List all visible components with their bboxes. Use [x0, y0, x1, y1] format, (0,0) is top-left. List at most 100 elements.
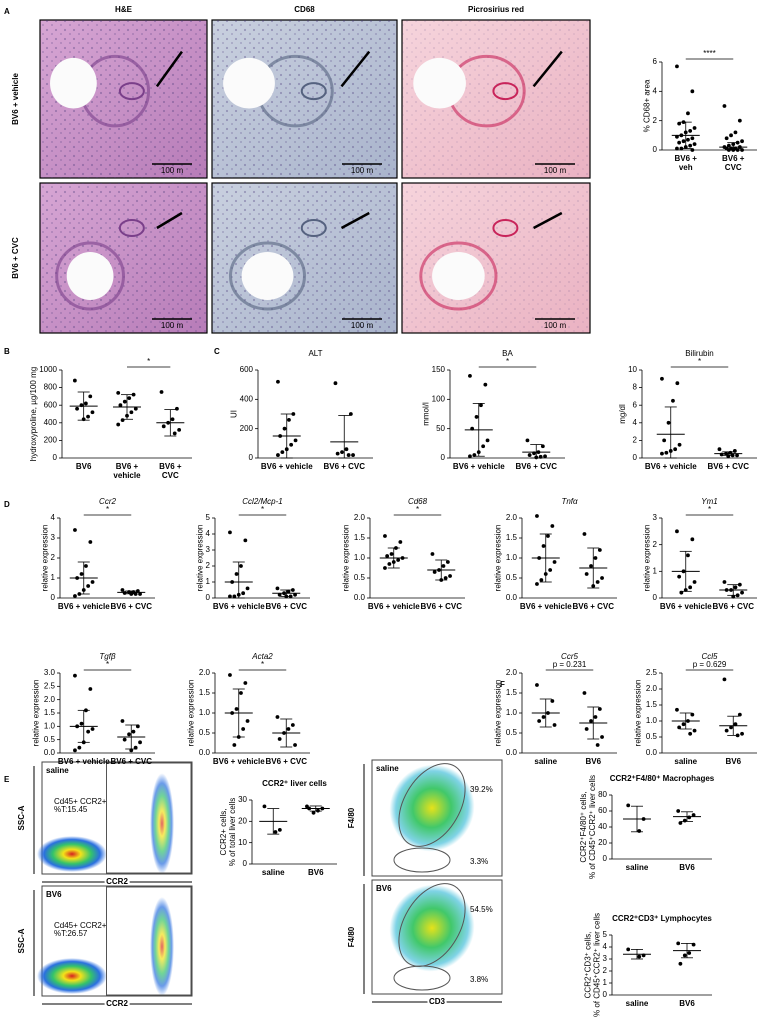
data-point	[277, 737, 282, 741]
x-tick-label: BV6 +	[159, 462, 182, 471]
data-point	[73, 594, 77, 598]
data-point	[686, 111, 690, 116]
data-point	[293, 592, 297, 597]
data-point	[232, 743, 237, 747]
data-point	[724, 136, 729, 141]
data-point	[593, 715, 598, 719]
y-tick-label: 50	[436, 424, 445, 433]
y-axis-label: mg/dl	[618, 404, 627, 424]
data-point	[724, 728, 729, 733]
micrograph-texture	[40, 183, 207, 333]
y-tick-label: 20	[598, 838, 607, 847]
arrow	[532, 50, 563, 88]
data-point	[277, 592, 282, 597]
micrograph-texture	[212, 183, 397, 333]
data-point	[540, 444, 545, 449]
gate-value: 54.5%	[470, 905, 493, 914]
data-point	[737, 582, 742, 587]
y-tick-label: 2	[653, 116, 658, 125]
panel-label: F	[500, 680, 505, 689]
y-axis-label: relative expression	[494, 680, 503, 747]
scale-bar-label: 100 m	[544, 166, 567, 175]
data-point	[348, 412, 353, 416]
y-tick-label: 0	[441, 453, 446, 462]
y-tick-label: 2	[206, 561, 211, 570]
data-point	[127, 396, 132, 401]
y-tick-label: 1.5	[506, 533, 518, 542]
data-point	[170, 417, 175, 422]
data-point	[677, 121, 682, 126]
duct	[300, 82, 327, 101]
data-point	[228, 673, 232, 677]
y-tick-label: 1.5	[506, 688, 518, 697]
data-point	[86, 414, 90, 419]
x-tick-label: BV6 + CVC	[712, 602, 754, 611]
y-tick-label: 0.0	[199, 748, 211, 757]
y-tick-label: 80	[598, 790, 607, 799]
data-point	[88, 394, 93, 399]
data-point	[688, 129, 693, 133]
data-point	[84, 564, 88, 568]
y-tick-label: 3	[603, 954, 608, 963]
data-point	[245, 719, 250, 723]
data-point	[690, 537, 695, 542]
y-tick-label: 1.0	[199, 708, 211, 717]
lumen	[223, 57, 275, 109]
significance-label: *	[261, 505, 264, 514]
y-axis-label: mmol/l	[422, 402, 431, 426]
row-header: BV6 + vehicle	[11, 73, 20, 125]
data-point	[275, 586, 280, 591]
x-tick-label: CVC	[162, 471, 179, 480]
data-point	[690, 136, 695, 141]
y-tick-label: 20	[238, 816, 247, 825]
significance-label: *	[698, 357, 701, 366]
panel-label: B	[4, 347, 10, 356]
data-point	[677, 574, 682, 579]
data-point	[79, 721, 84, 726]
flow-x-label: CCR2	[106, 999, 128, 1008]
data-point	[232, 594, 237, 599]
y-tick-label: 8	[633, 383, 638, 392]
scale-bar-label: 100 m	[351, 321, 374, 330]
data-point	[733, 722, 738, 727]
y-tick-label: 0.0	[646, 748, 658, 757]
chart-title: ALT	[308, 349, 322, 358]
data-point	[241, 727, 246, 731]
y-tick-label: 10	[628, 365, 637, 374]
x-tick-label: BV6 + CVC	[265, 602, 307, 611]
data-point	[740, 148, 744, 152]
data-point	[692, 126, 697, 130]
flow-x-label: CD3	[429, 997, 446, 1006]
data-point	[344, 447, 349, 452]
data-point	[589, 564, 593, 568]
gate-value: 39.2%	[470, 785, 493, 794]
y-tick-label: 2.0	[44, 695, 56, 704]
data-point	[722, 104, 727, 108]
data-point	[688, 143, 693, 148]
y-tick-label: 5	[603, 930, 608, 939]
y-tick-label: 10	[238, 838, 247, 847]
data-point	[88, 687, 93, 691]
panel-label: D	[4, 500, 10, 509]
arrow	[340, 211, 370, 230]
significance-label: *	[147, 357, 150, 366]
y-tick-label: 2.0	[199, 668, 211, 677]
data-point	[600, 735, 604, 739]
data-point	[86, 584, 91, 588]
x-tick-label: vehicle	[113, 471, 141, 480]
scale-bar-label: 100 m	[161, 166, 184, 175]
data-point	[597, 707, 602, 711]
x-tick-label: BV6 + vehicle	[213, 602, 265, 611]
significance-label: p = 0.629	[693, 660, 727, 669]
data-point	[172, 431, 177, 436]
data-point	[740, 590, 744, 595]
y-tick-label: 1	[653, 566, 658, 575]
flow-x-label: CCR2	[106, 877, 128, 886]
data-point	[733, 585, 738, 590]
scale-bar-label: 100 m	[544, 321, 567, 330]
data-point	[286, 589, 291, 594]
data-point	[73, 528, 77, 532]
data-point	[673, 447, 678, 452]
significance-label: ****	[703, 49, 715, 58]
chart-title: Ym1	[701, 497, 717, 506]
